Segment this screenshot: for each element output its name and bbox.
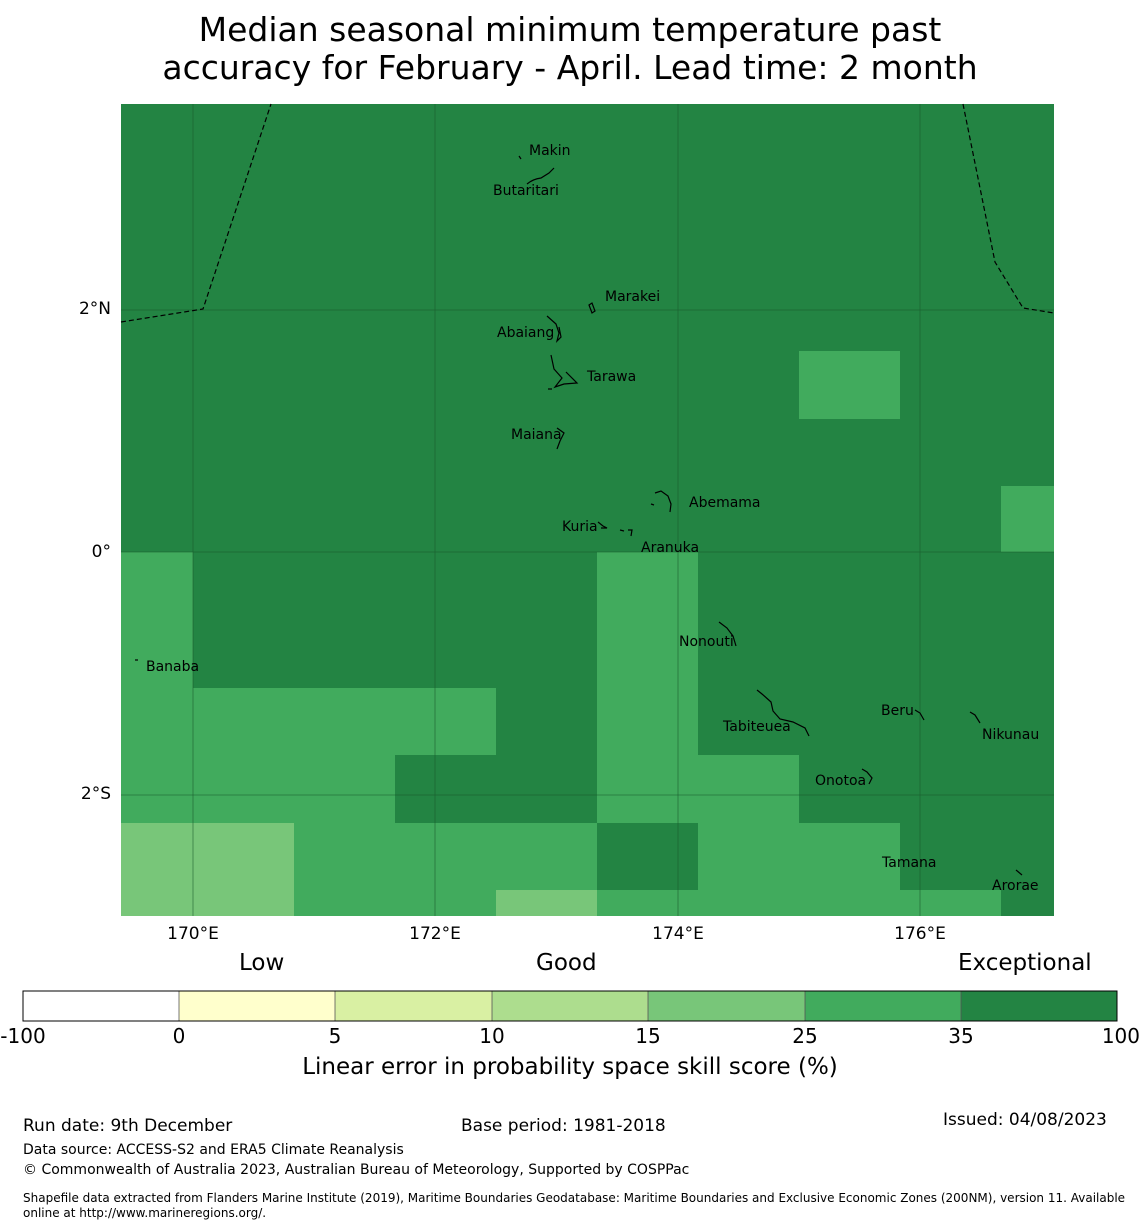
copyright: © Commonwealth of Australia 2023, Austra…: [23, 1162, 690, 1178]
island-shape: [718, 621, 737, 647]
island-shape: [619, 529, 625, 532]
colorbar-label: Linear error in probability space skill …: [302, 1054, 838, 1080]
island-shape: [546, 315, 562, 343]
map-cell: [121, 552, 193, 823]
issued-date: Issued: 04/08/2023: [943, 1110, 1107, 1130]
island-shape: [628, 529, 633, 537]
colorbar-tick: 35: [948, 1024, 974, 1048]
island-labels: Makin Butaritari Marakei Abaiang Tarawa …: [146, 143, 1039, 894]
y-tick-2s: 2°S: [80, 784, 111, 804]
island-shape: [861, 768, 873, 785]
map-cell: [496, 890, 597, 916]
map-cell: [698, 823, 900, 890]
island-shape: [518, 155, 522, 160]
colorbar-tick: 15: [635, 1024, 661, 1048]
island-label-abaiang: Abaiang: [497, 325, 554, 341]
colorbar-segment: [179, 991, 335, 1021]
map-cell: [193, 688, 496, 755]
x-tick-174e: 174°E: [652, 924, 704, 944]
island-shape: [969, 711, 981, 724]
island-label-kuria: Kuria: [562, 519, 598, 535]
island-label-makin: Makin: [529, 143, 571, 159]
island-outlines: [135, 155, 1023, 876]
eez-boundary: [120, 103, 1055, 323]
colorbar-frame: [22, 990, 1118, 1022]
island-label-butaritari: Butaritari: [493, 183, 559, 199]
data-source: Data source: ACCESS-S2 and ERA5 Climate …: [23, 1142, 404, 1158]
x-tick-176e: 176°E: [894, 924, 946, 944]
y-tick-0: 0°: [91, 542, 111, 562]
shapefile-credit-1: Shapefile data extracted from Flanders M…: [23, 1191, 1126, 1205]
x-tick-170e: 170°E: [167, 924, 219, 944]
run-date: Run date: 9th December: [23, 1116, 233, 1136]
graticule: [121, 104, 1054, 916]
colorbar-tick: 5: [328, 1024, 342, 1048]
category-exceptional: Exceptional: [958, 950, 1092, 976]
category-good: Good: [536, 950, 597, 976]
colorbar-tick: 0: [172, 1024, 186, 1048]
colorbar-segment: [961, 991, 1117, 1021]
island-label-arorae: Arorae: [992, 878, 1039, 894]
island-label-tabiteuea: Tabiteuea: [722, 719, 791, 735]
colorbar-tick: 25: [792, 1024, 818, 1048]
colorbar-tick: -100: [0, 1024, 46, 1048]
island-shape: [526, 167, 555, 185]
island-label-marakei: Marakei: [605, 289, 660, 305]
map-cell: [121, 823, 294, 916]
colorbar-segment: [648, 991, 805, 1021]
y-tick-2n: 2°N: [78, 299, 111, 319]
island-label-abemama: Abemama: [689, 495, 761, 511]
island-shape: [556, 427, 565, 450]
island-shape: [914, 709, 925, 721]
map-cell: [294, 823, 597, 890]
island-shape: [588, 302, 596, 314]
island-shape: [1015, 869, 1023, 876]
colorbar-segment: [805, 991, 961, 1021]
island-shape: [597, 521, 608, 529]
colorbar-segment: [492, 991, 648, 1021]
map-cell: [294, 890, 496, 916]
base-period: Base period: 1981-2018: [461, 1116, 666, 1136]
colorbar-tick: 100: [1101, 1024, 1140, 1048]
map-cell: [799, 351, 900, 419]
map-cell: [698, 755, 799, 823]
island-label-onotoa: Onotoa: [815, 773, 866, 789]
island-shape: [650, 503, 655, 506]
island-shape: [654, 490, 672, 513]
x-tick-172e: 172°E: [409, 924, 461, 944]
island-label-banaba: Banaba: [146, 659, 199, 675]
colorbar-segment: [23, 991, 179, 1021]
island-label-tarawa: Tarawa: [586, 369, 636, 385]
island-label-beru: Beru: [881, 703, 914, 719]
category-low: Low: [239, 950, 285, 976]
colorbar-segment: [335, 991, 492, 1021]
map-cell: [597, 552, 698, 823]
chart-title-line-2: accuracy for February - April. Lead time…: [162, 48, 978, 87]
colorbar-tick: 10: [479, 1024, 505, 1048]
map-cell: [1001, 486, 1054, 552]
colorbar: [22, 990, 1118, 1022]
island-shape: [550, 354, 579, 389]
island-label-aranuka: Aranuka: [641, 540, 699, 556]
island-label-maiana: Maiana: [511, 427, 562, 443]
chart-title-line-1: Median seasonal minimum temperature past: [198, 10, 942, 49]
map-cell: [597, 890, 1001, 916]
shapefile-credit-2: online at http://www.marineregions.org/.: [23, 1206, 267, 1220]
island-label-nikunau: Nikunau: [982, 727, 1039, 743]
island-shape: [756, 689, 810, 737]
island-label-nonouti: Nonouti: [679, 634, 734, 650]
map-cell: [193, 755, 395, 823]
skill-grid: [121, 104, 1054, 916]
island-label-tamana: Tamana: [881, 855, 936, 871]
